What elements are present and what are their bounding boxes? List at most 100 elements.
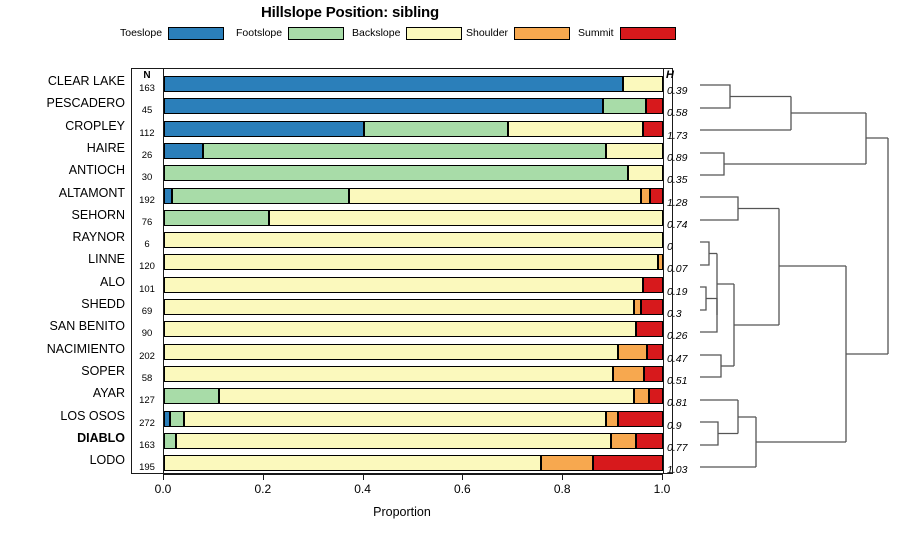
bar-segment-summit[interactable] <box>593 455 663 472</box>
legend-label: Toeslope <box>120 27 163 39</box>
bar-row <box>132 118 672 140</box>
stacked-bar[interactable] <box>164 98 663 115</box>
stacked-bar[interactable] <box>164 232 663 249</box>
stacked-bar[interactable] <box>164 432 663 449</box>
bar-segment-shoulder[interactable] <box>658 254 663 271</box>
bar-segment-backslope[interactable] <box>348 187 641 204</box>
bar-row <box>132 385 672 407</box>
stacked-bar[interactable] <box>164 209 663 226</box>
h-value: 0.3 <box>667 308 682 320</box>
bar-segment-backslope[interactable] <box>218 388 635 405</box>
bar-segment-summit[interactable] <box>618 410 663 427</box>
stacked-bar[interactable] <box>164 388 663 405</box>
stacked-bar[interactable] <box>164 365 663 382</box>
stacked-bar[interactable] <box>164 76 663 92</box>
bar-segment-backslope[interactable] <box>183 410 606 427</box>
bar-row <box>132 452 672 474</box>
bar-segment-toeslope[interactable] <box>164 120 364 137</box>
bar-segment-toeslope[interactable] <box>164 410 170 427</box>
bar-segment-backslope[interactable] <box>164 276 644 293</box>
stacked-bar[interactable] <box>164 120 663 137</box>
bar-segment-backslope[interactable] <box>623 76 663 92</box>
soil-series-label: PESCADERO <box>46 96 126 111</box>
axis-tick-label: 0.4 <box>354 482 371 496</box>
soil-series-label: SEHORN <box>71 207 125 222</box>
n-value: 69 <box>141 306 153 317</box>
stacked-bar[interactable] <box>164 165 663 182</box>
h-value: 1.03 <box>667 464 688 477</box>
h-value: 0.19 <box>667 285 688 298</box>
h-value: 0.39 <box>667 85 688 97</box>
n-value: 120 <box>139 261 155 273</box>
bar-segment-summit[interactable] <box>649 388 663 405</box>
bar-segment-summit[interactable] <box>635 321 663 338</box>
bar-row <box>132 341 672 363</box>
stacked-bar[interactable] <box>164 254 663 271</box>
bar-segment-shoulder[interactable] <box>610 432 636 449</box>
bar-segment-shoulder[interactable] <box>605 410 619 427</box>
bar-segment-footslope[interactable] <box>164 432 177 449</box>
soil-series-label: CLEAR LAKE <box>47 74 125 88</box>
bar-segment-summit[interactable] <box>635 432 663 449</box>
bar-segment-backslope[interactable] <box>508 120 644 137</box>
bar-segment-footslope[interactable] <box>164 165 629 182</box>
stacked-bar[interactable] <box>164 343 663 360</box>
n-value: 202 <box>139 350 155 362</box>
bar-segment-summit[interactable] <box>643 120 663 137</box>
bar-segment-toeslope[interactable] <box>164 76 624 92</box>
bar-segment-shoulder[interactable] <box>540 455 594 472</box>
stacked-bar[interactable] <box>164 187 663 204</box>
bar-segment-summit[interactable] <box>649 187 663 204</box>
bar-segment-backslope[interactable] <box>164 365 614 382</box>
bar-row <box>132 251 672 273</box>
bar-segment-summit[interactable] <box>647 343 663 360</box>
bar-segment-footslope[interactable] <box>164 209 269 226</box>
bar-segment-backslope[interactable] <box>605 142 663 159</box>
legend-label: Backslope <box>352 27 401 39</box>
legend-label: Shoulder <box>466 27 509 39</box>
bar-segment-shoulder[interactable] <box>634 388 650 405</box>
bar-segment-shoulder[interactable] <box>634 299 642 315</box>
bar-segment-summit[interactable] <box>643 276 663 293</box>
bar-segment-toeslope[interactable] <box>164 142 203 159</box>
bar-segment-backslope[interactable] <box>164 299 635 315</box>
axis-tick <box>262 474 264 480</box>
legend-item-backslope: Backslope <box>352 25 463 41</box>
bar-segment-backslope[interactable] <box>164 321 636 338</box>
soil-series-label: CROPLEY <box>65 118 125 133</box>
stacked-bar[interactable] <box>164 276 663 293</box>
n-value: 90 <box>141 328 153 340</box>
soil-series-label: AYAR <box>92 386 125 401</box>
bar-segment-backslope[interactable] <box>164 343 619 360</box>
bar-segment-summit[interactable] <box>644 365 663 382</box>
bar-row <box>132 363 672 385</box>
h-value: 0.89 <box>667 151 688 164</box>
bar-segment-shoulder[interactable] <box>618 343 648 360</box>
bar-segment-footslope[interactable] <box>164 388 219 405</box>
bar-segment-toeslope[interactable] <box>164 98 604 115</box>
bar-segment-footslope[interactable] <box>171 187 349 204</box>
bar-segment-shoulder[interactable] <box>613 365 645 382</box>
bar-segment-footslope[interactable] <box>202 142 606 159</box>
bar-segment-footslope[interactable] <box>169 410 184 427</box>
bar-segment-backslope[interactable] <box>164 455 541 472</box>
bar-segment-backslope[interactable] <box>628 165 663 182</box>
stacked-bar[interactable] <box>164 410 663 427</box>
stacked-bar[interactable] <box>164 321 663 338</box>
bar-segment-backslope[interactable] <box>164 232 663 249</box>
bar-segment-footslope[interactable] <box>603 98 646 115</box>
soil-series-label: ALTAMONT <box>58 185 125 200</box>
bar-segment-toeslope[interactable] <box>164 187 172 204</box>
bar-segment-backslope[interactable] <box>268 209 663 226</box>
bar-segment-summit[interactable] <box>641 299 663 315</box>
stacked-bar[interactable] <box>164 299 663 315</box>
bar-segment-backslope[interactable] <box>164 254 658 271</box>
stacked-bar[interactable] <box>164 142 663 159</box>
bar-segment-backslope[interactable] <box>176 432 611 449</box>
bar-segment-summit[interactable] <box>645 98 663 115</box>
bar-segment-footslope[interactable] <box>363 120 509 137</box>
n-column-header: N <box>143 70 151 81</box>
bar-segment-shoulder[interactable] <box>640 187 650 204</box>
dendrogram-svg <box>700 84 889 468</box>
stacked-bar[interactable] <box>164 455 663 472</box>
